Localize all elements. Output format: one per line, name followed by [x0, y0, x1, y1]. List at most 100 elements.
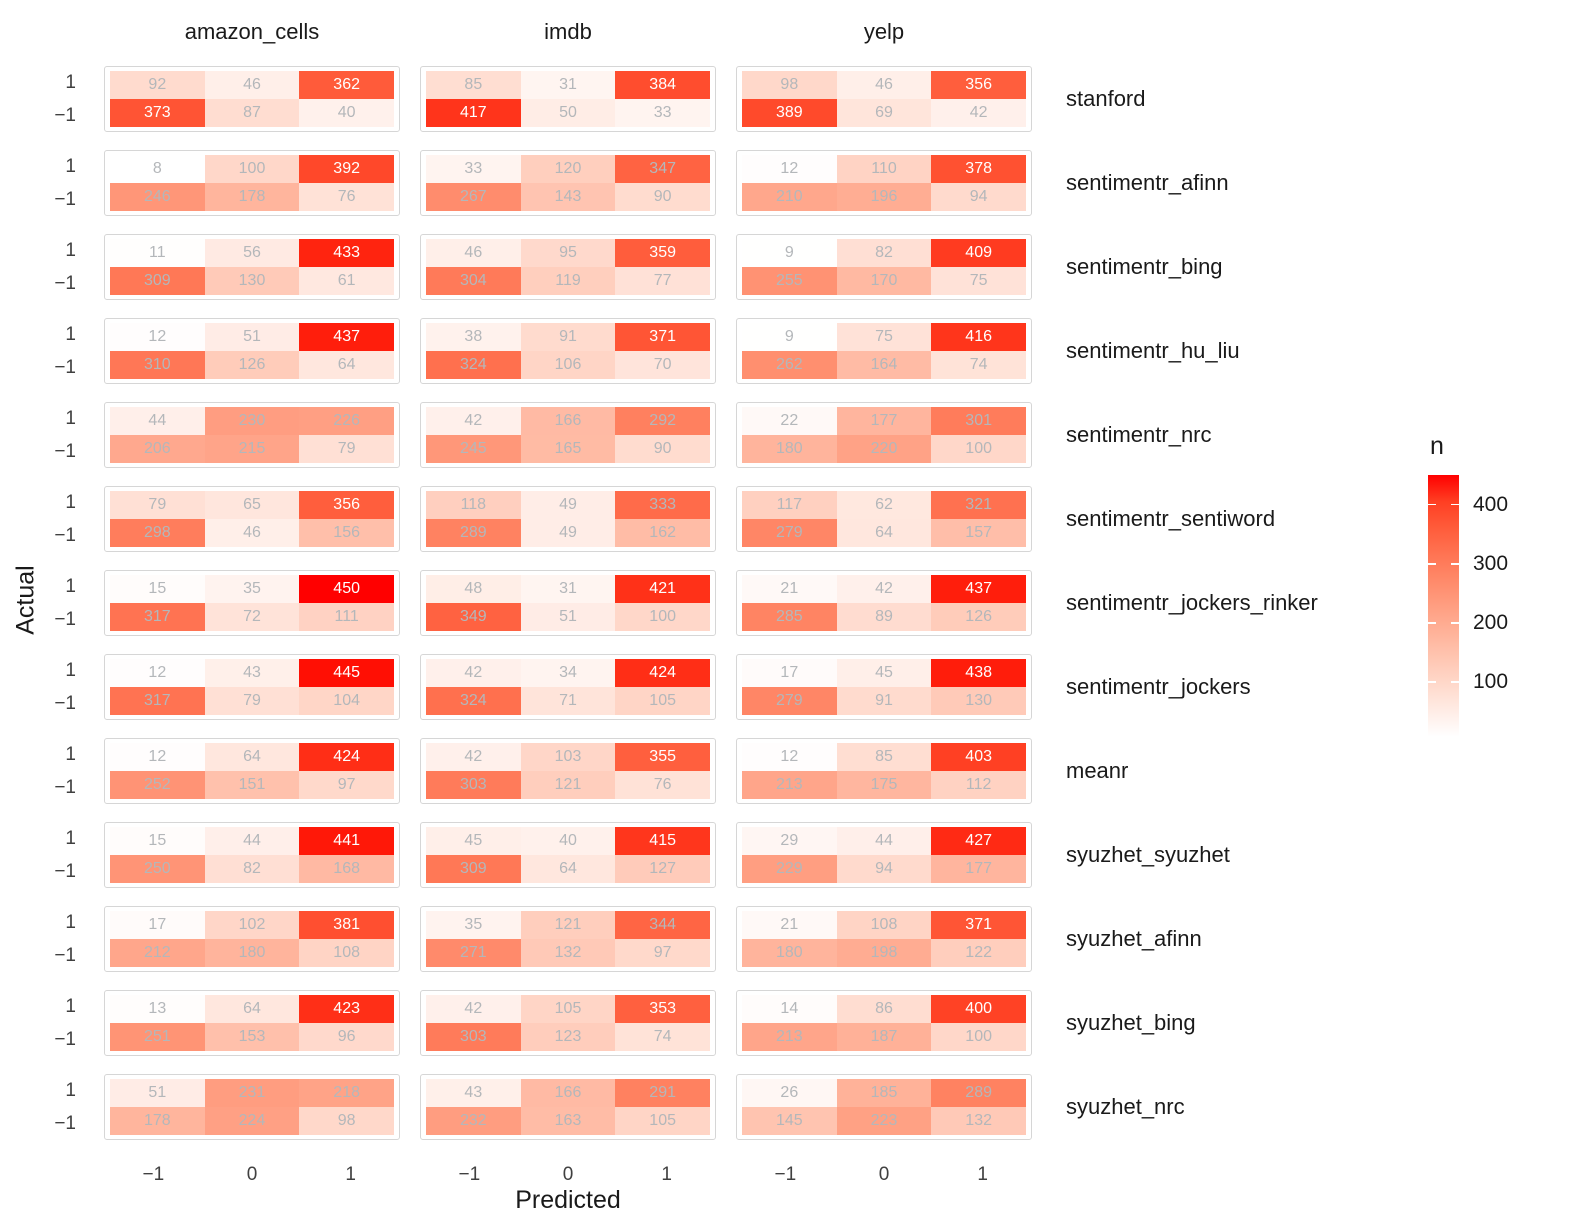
- heatmap-cell: 130: [204, 267, 300, 295]
- heatmap-panel-amazon_cells-sentimentr_sentiword: 79 65 356 298 46 156: [104, 486, 400, 552]
- facet-header-amazon-cells: amazon_cells: [184, 19, 320, 44]
- facet-row-label-sentimentr_jockers: sentimentr_jockers: [1066, 674, 1251, 699]
- heatmap-cell: 279: [742, 687, 837, 715]
- x-axis-title: Predicted: [515, 1186, 621, 1214]
- heatmap-cell: 218: [299, 1079, 394, 1107]
- y-tick-label: 1: [65, 659, 76, 681]
- heatmap-cell: 210: [742, 183, 837, 211]
- heatmap-panel-amazon_cells-sentimentr_afinn: 8 100 392 246 178 76: [104, 150, 400, 216]
- legend-tick-label: 100: [1473, 670, 1509, 694]
- heatmap-cell: 126: [204, 351, 300, 379]
- heatmap-cell: 384: [615, 71, 710, 99]
- x-tick-label: −1: [458, 1164, 481, 1185]
- heatmap-cell: 42: [931, 99, 1026, 127]
- heatmap-cell: 51: [204, 323, 300, 351]
- heatmap-cell: 303: [426, 771, 521, 799]
- heatmap-panel-imdb-meanr: 42 103 355 303 121 76: [420, 738, 716, 804]
- heatmap-panel-yelp-syuzhet_afinn: 21 108 371 180 198 122: [736, 906, 1032, 972]
- x-tick-label: 1: [977, 1164, 988, 1185]
- heatmap-cell: 62: [836, 491, 932, 519]
- heatmap-panel-amazon_cells-sentimentr_bing: 11 56 433 309 130 61: [104, 234, 400, 300]
- heatmap-cell: 13: [110, 995, 205, 1023]
- y-axis-ticks: 1 −1: [36, 654, 84, 720]
- y-tick-label: 1: [65, 743, 76, 765]
- facet-row-label-sentimentr_bing: sentimentr_bing: [1066, 254, 1223, 279]
- heatmap-cell: 111: [299, 603, 394, 631]
- heatmap-cell: 120: [520, 155, 616, 183]
- heatmap-cell: 143: [520, 183, 616, 211]
- heatmap-cell: 98: [742, 71, 837, 99]
- heatmap-cell: 105: [520, 995, 616, 1023]
- y-axis-ticks: 1 −1: [36, 1074, 84, 1140]
- x-tick-label: −1: [774, 1164, 797, 1185]
- y-tick-label: −1: [54, 188, 76, 210]
- heatmap-cell: 26: [742, 1079, 837, 1107]
- heatmap-cell: 74: [931, 351, 1026, 379]
- heatmap-cell: 177: [931, 855, 1026, 883]
- heatmap-panel-amazon_cells-syuzhet_nrc: 51 231 218 178 224 98: [104, 1074, 400, 1140]
- x-tick-label: 0: [878, 1164, 890, 1185]
- heatmap-cell: 64: [836, 519, 932, 547]
- heatmap-cell: 33: [426, 155, 521, 183]
- heatmap-cell: 355: [615, 743, 710, 771]
- heatmap-cell: 166: [520, 1079, 616, 1107]
- heatmap-cell: 40: [520, 827, 616, 855]
- facet-row-label-sentimentr_hu_liu: sentimentr_hu_liu: [1066, 338, 1240, 363]
- heatmap-cell: 119: [520, 267, 616, 295]
- heatmap-cell: 11: [110, 239, 205, 267]
- heatmap-cell: 165: [520, 435, 616, 463]
- heatmap-cell: 250: [110, 855, 205, 883]
- heatmap-cell: 45: [426, 827, 521, 855]
- facet-row-label-sentimentr_nrc: sentimentr_nrc: [1066, 422, 1212, 447]
- heatmap-cell: 64: [299, 351, 394, 379]
- heatmap-cell: 321: [931, 491, 1026, 519]
- heatmap-cell: 79: [110, 491, 205, 519]
- heatmap-cell: 15: [110, 575, 205, 603]
- heatmap-cell: 356: [931, 71, 1026, 99]
- y-tick-label: 1: [65, 827, 76, 849]
- heatmap-cell: 100: [931, 1023, 1026, 1051]
- heatmap-cell: 100: [615, 603, 710, 631]
- legend-tick-mark: [1428, 503, 1436, 506]
- heatmap-cell: 38: [426, 323, 521, 351]
- heatmap-cell: 246: [110, 183, 205, 211]
- heatmap-panel-imdb-stanford: 85 31 384 417 50 33: [420, 66, 716, 132]
- heatmap-panel-imdb-sentimentr_jockers_rinker: 48 31 421 349 51 100: [420, 570, 716, 636]
- heatmap-cell: 291: [615, 1079, 710, 1107]
- heatmap-panel-amazon_cells-syuzhet_afinn: 17 102 381 212 180 108: [104, 906, 400, 972]
- heatmap-panel-yelp-syuzhet_nrc: 26 185 289 145 223 132: [736, 1074, 1032, 1140]
- y-tick-label: 1: [65, 995, 76, 1017]
- heatmap-cell: 86: [836, 995, 932, 1023]
- heatmap-cell: 177: [836, 407, 932, 435]
- heatmap-cell: 92: [110, 71, 205, 99]
- heatmap-cell: 85: [426, 71, 521, 99]
- heatmap-cell: 220: [836, 435, 932, 463]
- heatmap-panel-imdb-sentimentr_afinn: 33 120 347 267 143 90: [420, 150, 716, 216]
- heatmap-cell: 12: [110, 323, 205, 351]
- heatmap-panel-yelp-syuzhet_syuzhet: 29 44 427 229 94 177: [736, 822, 1032, 888]
- heatmap-cell: 49: [520, 491, 616, 519]
- x-axis-ticks-yelp: −1 0 1: [736, 1158, 1032, 1188]
- heatmap-cell: 271: [426, 939, 521, 967]
- heatmap-cell: 50: [520, 99, 616, 127]
- heatmap-panel-yelp-sentimentr_jockers: 17 45 438 279 91 130: [736, 654, 1032, 720]
- heatmap-cell: 94: [836, 855, 932, 883]
- heatmap-cell: 87: [204, 99, 300, 127]
- heatmap-cell: 9: [742, 323, 837, 351]
- heatmap-cell: 157: [931, 519, 1026, 547]
- heatmap-cell: 34: [520, 659, 616, 687]
- heatmap-cell: 21: [742, 911, 837, 939]
- heatmap-panel-amazon_cells-sentimentr_nrc: 44 230 226 206 215 79: [104, 402, 400, 468]
- heatmap-cell: 96: [299, 1023, 394, 1051]
- heatmap-cell: 22: [742, 407, 837, 435]
- heatmap-cell: 123: [520, 1023, 616, 1051]
- heatmap-cell: 29: [742, 827, 837, 855]
- heatmap-cell: 353: [615, 995, 710, 1023]
- heatmap-cell: 206: [110, 435, 205, 463]
- heatmap-cell: 252: [110, 771, 205, 799]
- y-axis-ticks: 1 −1: [36, 234, 84, 300]
- heatmap-cell: 230: [204, 407, 300, 435]
- heatmap-cell: 285: [742, 603, 837, 631]
- legend-tick-mark: [1428, 681, 1436, 684]
- legend-gradient-bar: 400 300 200 100: [1428, 475, 1508, 737]
